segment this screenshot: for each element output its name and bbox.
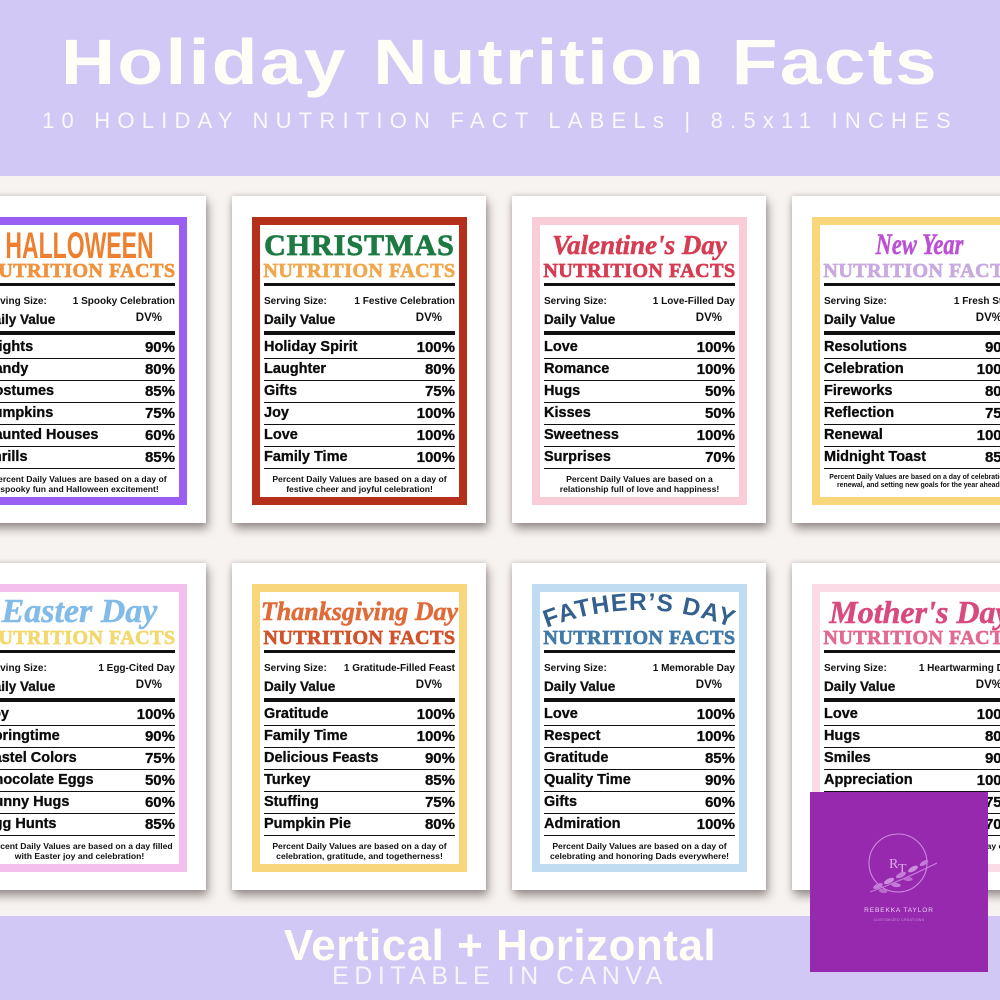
svg-text:REBEKKA TAYLOR: REBEKKA TAYLOR	[864, 907, 934, 914]
svg-text:CUSTOMIZED CREATIONS: CUSTOMIZED CREATIONS	[874, 918, 925, 922]
svg-text:T: T	[898, 862, 907, 877]
svg-text:FATHER’S DAY: FATHER’S DAY	[540, 589, 739, 632]
svg-text:R: R	[889, 857, 899, 872]
